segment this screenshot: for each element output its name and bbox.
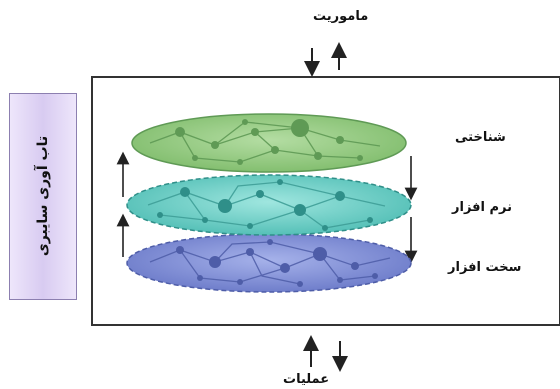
mission-label: ماموریت (313, 9, 369, 24)
operations-label: عملیات (283, 372, 330, 387)
layer-label-software: نرم افزار (452, 200, 513, 215)
cognitive-layer-disc (131, 113, 407, 173)
hardware-layer-disc (126, 233, 412, 293)
software-layer-disc (126, 174, 412, 236)
layer-label-cognitive: شناختی (455, 130, 506, 145)
layer-label-hardware: سخت افزار (448, 260, 522, 275)
side-panel (9, 93, 77, 300)
